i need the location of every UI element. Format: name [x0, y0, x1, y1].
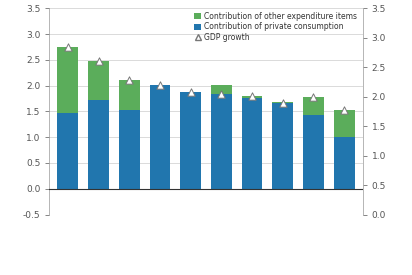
Legend: Contribution of other expenditure items, Contribution of private consumption, GD: Contribution of other expenditure items,…: [193, 10, 359, 44]
Point: [341, 108, 347, 112]
Bar: [119, 80, 140, 110]
Point: [310, 95, 317, 99]
Bar: [334, 137, 355, 189]
Point: [157, 82, 163, 87]
Bar: [119, 110, 140, 189]
Bar: [57, 47, 78, 113]
Bar: [211, 85, 232, 189]
Bar: [272, 102, 293, 103]
Bar: [150, 85, 171, 189]
Point: [279, 101, 286, 105]
Point: [187, 90, 194, 95]
Bar: [272, 102, 293, 189]
Point: [95, 59, 102, 63]
Bar: [303, 115, 324, 189]
Bar: [88, 61, 109, 100]
Bar: [334, 110, 355, 137]
Bar: [303, 97, 324, 115]
Bar: [180, 92, 201, 189]
Point: [65, 45, 71, 50]
Bar: [57, 113, 78, 189]
Bar: [88, 100, 109, 189]
Bar: [211, 85, 232, 94]
Point: [218, 92, 225, 96]
Bar: [241, 96, 262, 98]
Bar: [241, 98, 262, 189]
Point: [249, 94, 255, 98]
Point: [126, 78, 133, 82]
